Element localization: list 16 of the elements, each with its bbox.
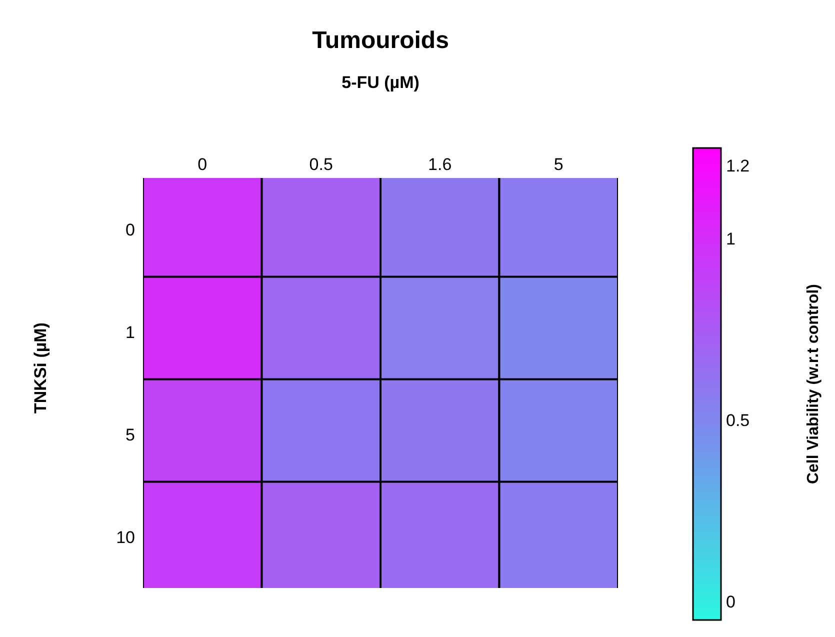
y-tick-label: 1 bbox=[126, 322, 135, 342]
y-axis-title: TNKSi (µM) bbox=[31, 322, 50, 414]
x-tick-label: 0.5 bbox=[309, 155, 333, 174]
color-bar-label: 1 bbox=[726, 229, 736, 248]
y-tick-label: 5 bbox=[126, 425, 135, 444]
x-tick-label: 1.6 bbox=[428, 155, 452, 174]
x-tick-label: 0 bbox=[198, 155, 208, 174]
color-bar-label: 1.2 bbox=[726, 156, 750, 176]
y-tick-label: 10 bbox=[116, 528, 135, 547]
chart-title: Tumouroids bbox=[312, 27, 449, 54]
y-tick-label: 0 bbox=[126, 220, 135, 240]
x-axis-title: 5-FU (µM) bbox=[342, 73, 420, 92]
color-bar-title: Cell Viability (w.r.t control) bbox=[805, 284, 822, 484]
color-bar-label: 0.5 bbox=[726, 410, 750, 430]
x-tick-label: 5 bbox=[554, 155, 564, 174]
color-bar-label: 0 bbox=[726, 592, 736, 612]
